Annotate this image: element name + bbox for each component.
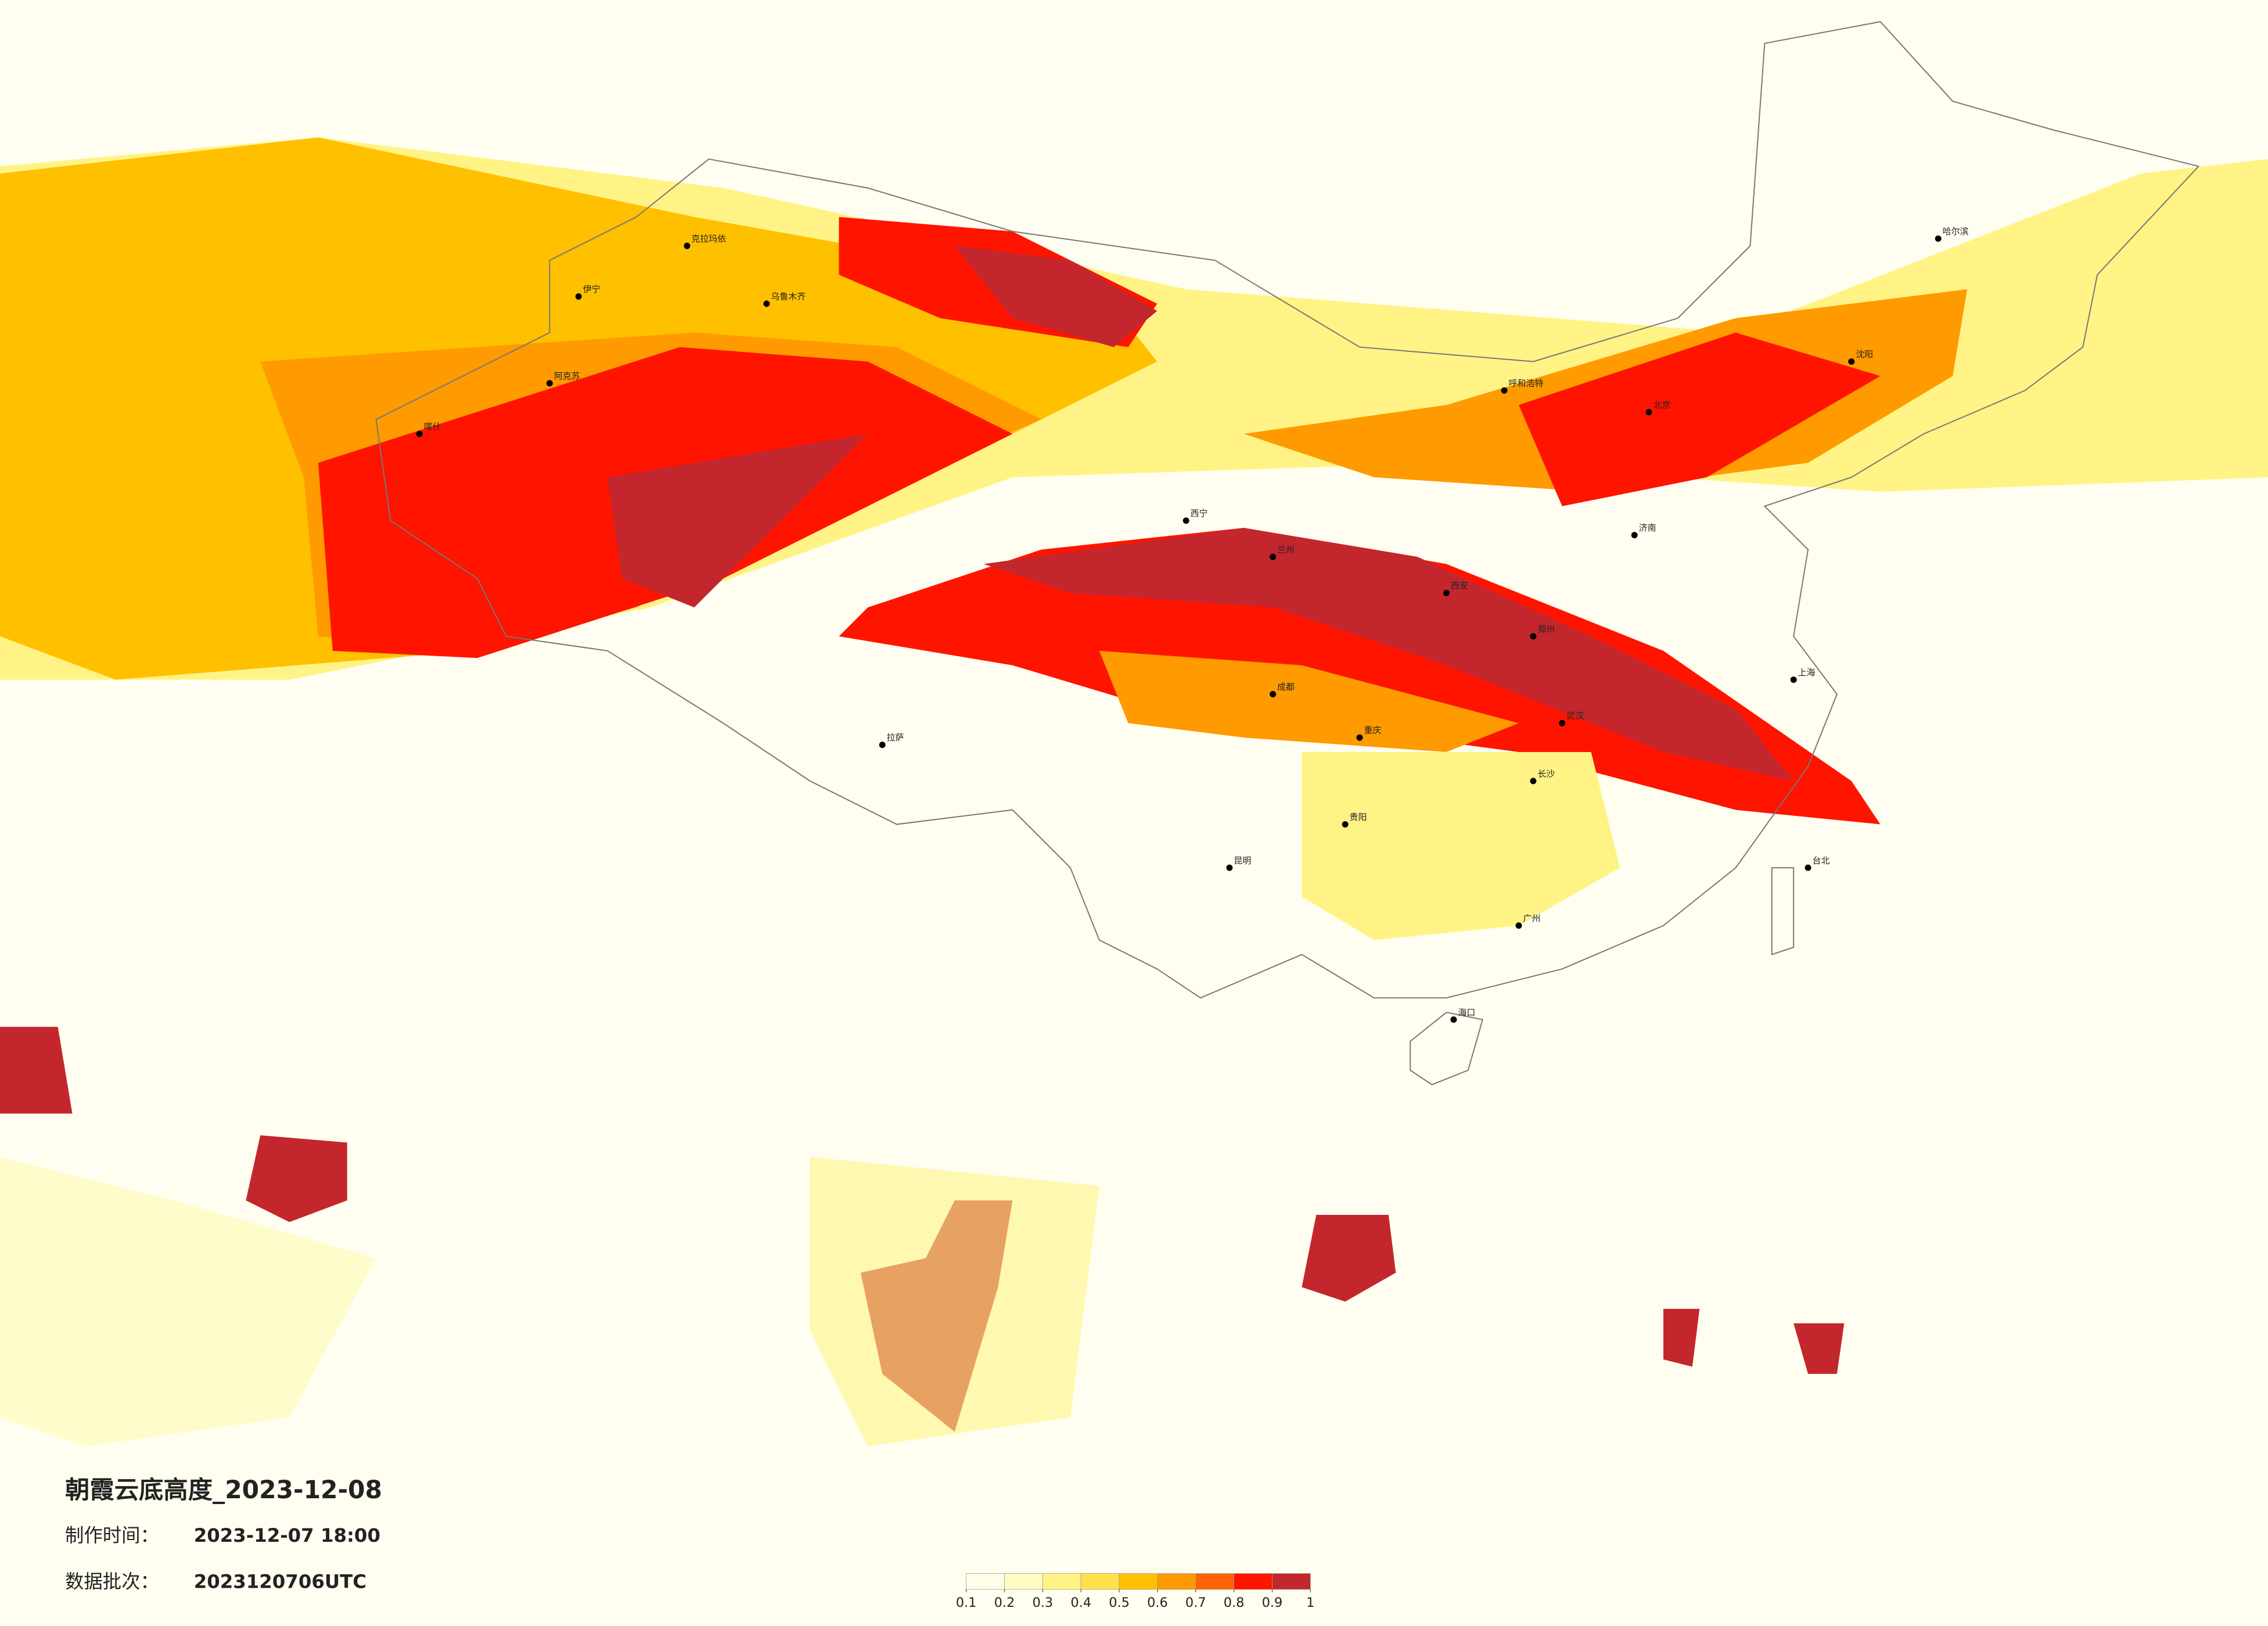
city-dot (1182, 517, 1189, 524)
legend-swatch (966, 1573, 1005, 1590)
legend-tick-label: 0.8 (1224, 1595, 1245, 1610)
legend-tick-label: 0.3 (1033, 1595, 1054, 1610)
legend-tick-label: 0.7 (1185, 1595, 1206, 1610)
legend-swatch (1042, 1573, 1081, 1590)
city-dot (1443, 589, 1450, 596)
data-batch: 2023120706UTC (194, 1571, 366, 1593)
city-dot (879, 742, 886, 749)
city-label: 海口 (1458, 1007, 1475, 1017)
city-label: 兰州 (1277, 544, 1295, 555)
legend-swatch (1272, 1573, 1311, 1590)
legend-tick-label: 0.1 (956, 1595, 977, 1610)
city-label: 武汉 (1566, 711, 1584, 721)
city-label: 喀什 (424, 422, 441, 432)
city-label: 拉萨 (887, 732, 904, 743)
city-dot (1559, 720, 1566, 726)
city-label: 长沙 (1537, 768, 1555, 779)
production-time: 2023-12-07 18:00 (194, 1524, 380, 1546)
city-dot (1342, 821, 1349, 828)
legend-tick-label: 0.6 (1147, 1595, 1168, 1610)
city-dot (1645, 409, 1652, 416)
field (0, 137, 2268, 1447)
city-label: 伊宁 (583, 284, 601, 294)
city-label: 呼和浩特 (1509, 378, 1544, 388)
city-dot (1935, 235, 1942, 242)
legend-swatch (1195, 1573, 1234, 1590)
legend-swatch (1119, 1573, 1158, 1590)
city-label: 上海 (1798, 667, 1816, 678)
city-dot (1226, 864, 1233, 871)
legend-swatch (1004, 1573, 1043, 1590)
city-label: 阿克苏 (554, 370, 580, 381)
city-label: 成都 (1277, 682, 1295, 692)
city-dot (546, 380, 553, 387)
city-dot (1501, 387, 1508, 394)
city-label: 广州 (1523, 913, 1540, 923)
legend-swatch (1157, 1573, 1196, 1590)
production-time-label: 制作时间： (65, 1524, 159, 1546)
city-label: 北京 (1654, 400, 1671, 410)
city-dot (1450, 1016, 1457, 1023)
city-dot (1356, 734, 1363, 741)
city-label: 哈尔滨 (1943, 226, 1969, 236)
city-label: 沈阳 (1856, 349, 1873, 359)
city-dot (1530, 633, 1537, 640)
city-label: 乌鲁木齐 (771, 292, 806, 302)
city-dot (1848, 358, 1855, 365)
borders (375, 21, 2200, 1085)
legend-tick-label: 0.2 (994, 1595, 1015, 1610)
legend-tick-label: 0.9 (1262, 1595, 1283, 1610)
data-batch-label: 数据批次： (65, 1571, 159, 1593)
legend-swatch (1080, 1573, 1120, 1590)
legend-tick-label: 1 (1306, 1595, 1314, 1610)
legend-tick-label: 0.5 (1109, 1595, 1130, 1610)
city-dot (1631, 531, 1638, 538)
legend: 0.1 0.2 0.3 0.4 0.5 0.6 0.7 0.8 0.9 1 (956, 1573, 1314, 1610)
city-label: 西宁 (1191, 508, 1208, 519)
city-label: 郑州 (1537, 624, 1555, 634)
city-dot (575, 293, 582, 300)
city-dot (416, 430, 423, 437)
legend-swatch (1234, 1573, 1273, 1590)
city-label: 克拉玛依 (691, 233, 726, 244)
city-label: 西安 (1451, 581, 1468, 591)
city-dot (684, 242, 691, 249)
city-dot (1530, 778, 1537, 785)
legend-tick-label: 0.4 (1070, 1595, 1091, 1610)
city-dot (1515, 922, 1522, 929)
city-label: 济南 (1639, 523, 1656, 533)
map-title: 朝霞云底高度_2023-12-08 (65, 1476, 382, 1504)
city-label: 重庆 (1364, 725, 1381, 736)
city-dot (763, 300, 770, 307)
city-dot (1270, 553, 1277, 560)
city-dot (1805, 864, 1811, 871)
city-dot (1790, 677, 1797, 683)
city-label: 昆明 (1234, 855, 1251, 866)
city-label: 贵阳 (1350, 812, 1367, 822)
city-label: 台北 (1813, 855, 1830, 866)
city-dot (1270, 690, 1277, 697)
